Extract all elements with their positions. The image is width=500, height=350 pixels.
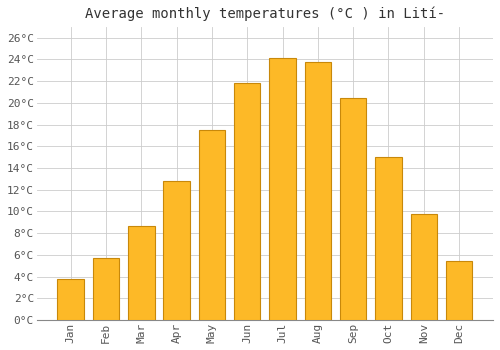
Bar: [234, 83, 260, 320]
Bar: [304, 62, 331, 320]
Bar: [93, 258, 120, 320]
Bar: [375, 157, 402, 320]
Title: Average monthly temperatures (°C ) in Lití-: Average monthly temperatures (°C ) in Li…: [85, 7, 445, 21]
Bar: [446, 261, 472, 320]
Bar: [58, 279, 84, 320]
Bar: [164, 181, 190, 320]
Bar: [270, 58, 296, 320]
Bar: [128, 225, 154, 320]
Bar: [410, 214, 437, 320]
Bar: [198, 130, 225, 320]
Bar: [340, 98, 366, 320]
